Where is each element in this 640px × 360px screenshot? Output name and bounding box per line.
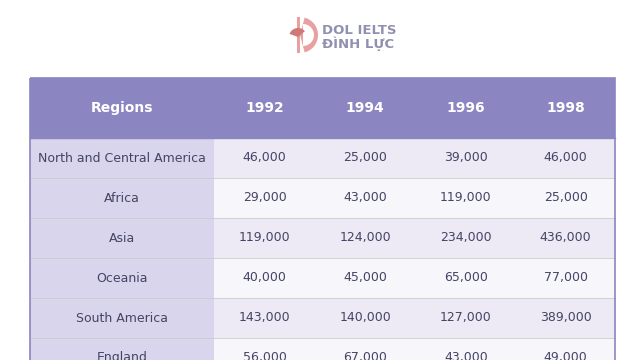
Text: 46,000: 46,000 — [243, 152, 287, 165]
Bar — [214, 298, 315, 338]
Bar — [282, 17, 300, 53]
Bar — [30, 138, 214, 178]
Text: 67,000: 67,000 — [343, 351, 387, 360]
Bar — [214, 138, 315, 178]
Bar — [415, 218, 516, 258]
Bar — [30, 78, 214, 138]
Bar — [30, 218, 214, 258]
Bar — [214, 178, 315, 218]
Bar — [30, 338, 214, 360]
Bar — [214, 338, 315, 360]
Text: 25,000: 25,000 — [343, 152, 387, 165]
Bar — [315, 178, 415, 218]
Text: 1992: 1992 — [245, 101, 284, 115]
Text: 119,000: 119,000 — [440, 192, 492, 204]
Bar — [516, 178, 615, 218]
Bar — [516, 258, 615, 298]
Text: 40,000: 40,000 — [243, 271, 287, 284]
Text: 140,000: 140,000 — [339, 311, 391, 324]
Text: 389,000: 389,000 — [540, 311, 591, 324]
Bar — [516, 298, 615, 338]
Text: South America: South America — [76, 311, 168, 324]
Wedge shape — [289, 28, 305, 37]
Text: Asia: Asia — [109, 231, 135, 244]
Bar — [315, 258, 415, 298]
Bar — [415, 258, 516, 298]
Text: 234,000: 234,000 — [440, 231, 492, 244]
Bar — [30, 178, 214, 218]
Text: 77,000: 77,000 — [543, 271, 588, 284]
Text: 1996: 1996 — [447, 101, 485, 115]
Text: 1998: 1998 — [546, 101, 585, 115]
Text: 124,000: 124,000 — [339, 231, 391, 244]
Bar — [415, 78, 516, 138]
Text: Africa: Africa — [104, 192, 140, 204]
Bar — [214, 258, 315, 298]
Bar — [516, 138, 615, 178]
Text: 143,000: 143,000 — [239, 311, 291, 324]
Text: 45,000: 45,000 — [343, 271, 387, 284]
Text: 1994: 1994 — [346, 101, 385, 115]
Text: 65,000: 65,000 — [444, 271, 488, 284]
Text: ĐÌNH LỰC: ĐÌNH LỰC — [322, 37, 394, 51]
Text: DOL IELTS: DOL IELTS — [322, 23, 397, 36]
Bar — [415, 178, 516, 218]
Bar — [214, 78, 315, 138]
Text: Regions: Regions — [91, 101, 154, 115]
Bar — [297, 17, 300, 53]
Text: 56,000: 56,000 — [243, 351, 287, 360]
Text: Oceania: Oceania — [97, 271, 148, 284]
Text: 127,000: 127,000 — [440, 311, 492, 324]
Bar — [415, 338, 516, 360]
Text: North and Central America: North and Central America — [38, 152, 206, 165]
Bar — [516, 78, 615, 138]
Bar — [30, 298, 214, 338]
Bar — [516, 338, 615, 360]
Bar — [516, 218, 615, 258]
Text: 25,000: 25,000 — [543, 192, 588, 204]
Text: 436,000: 436,000 — [540, 231, 591, 244]
Text: 46,000: 46,000 — [544, 152, 588, 165]
Text: 39,000: 39,000 — [444, 152, 488, 165]
Text: 49,000: 49,000 — [544, 351, 588, 360]
Bar — [315, 298, 415, 338]
Text: 119,000: 119,000 — [239, 231, 291, 244]
Bar — [30, 258, 214, 298]
Bar — [315, 78, 415, 138]
Text: 29,000: 29,000 — [243, 192, 287, 204]
Text: 43,000: 43,000 — [444, 351, 488, 360]
Text: 43,000: 43,000 — [343, 192, 387, 204]
Bar — [415, 138, 516, 178]
Wedge shape — [303, 24, 314, 46]
Bar — [282, 17, 300, 53]
Bar — [214, 218, 315, 258]
Text: England: England — [97, 351, 148, 360]
Bar — [315, 218, 415, 258]
Bar — [315, 338, 415, 360]
Bar — [415, 298, 516, 338]
Wedge shape — [300, 18, 318, 53]
Bar — [30, 78, 615, 360]
Bar — [315, 138, 415, 178]
